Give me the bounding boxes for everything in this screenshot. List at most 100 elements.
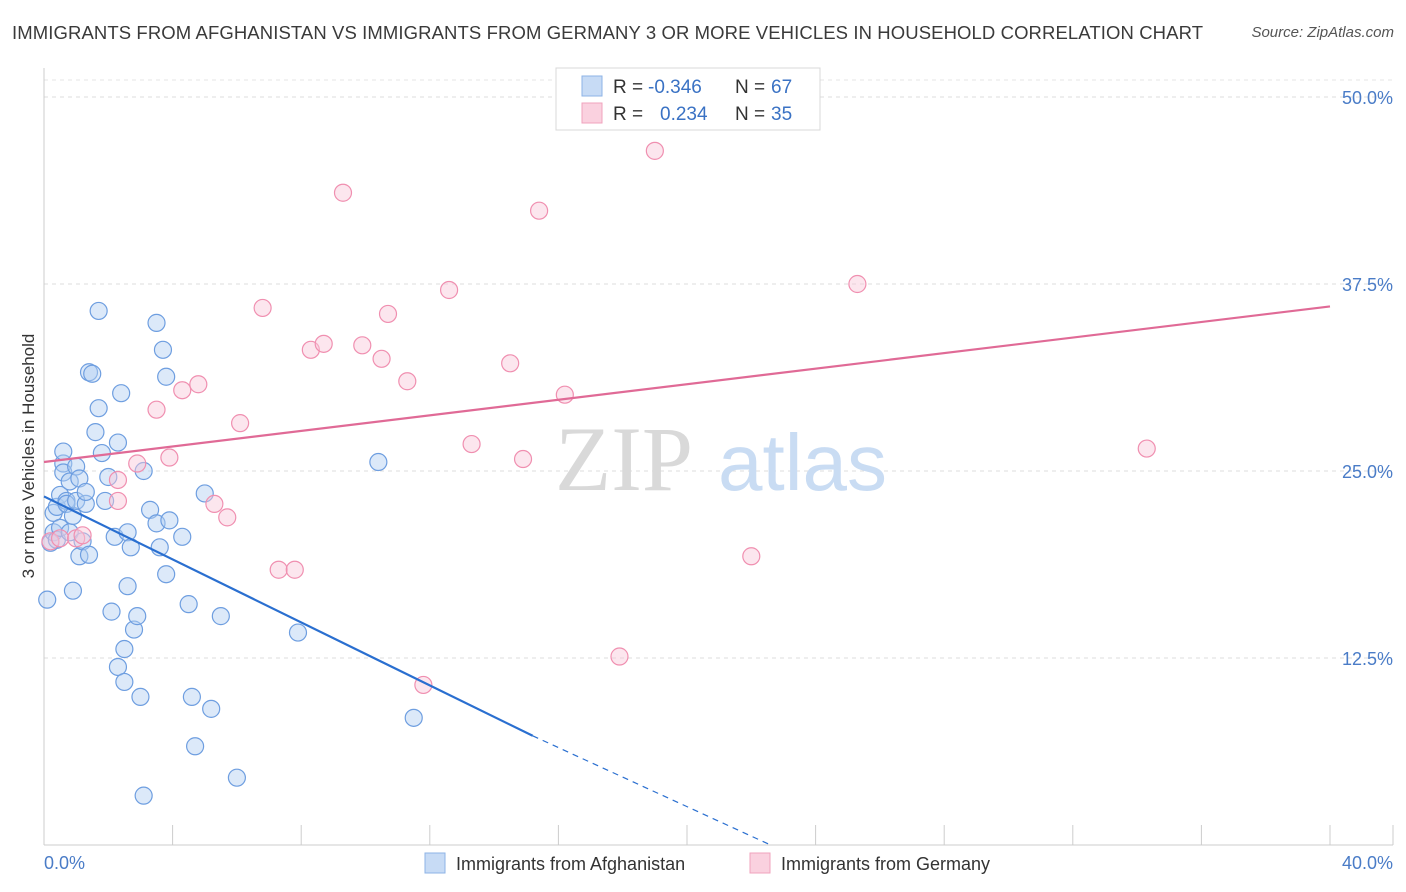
point-afghanistan — [147, 313, 166, 332]
point-afghanistan — [50, 518, 70, 537]
point-afghanistan — [38, 590, 57, 609]
point-afghanistan — [86, 423, 105, 442]
x-tick-label: 40.0% — [1342, 853, 1393, 873]
point-germany — [645, 141, 664, 160]
series-legend-swatch-germany — [749, 852, 771, 874]
point-germany — [314, 334, 333, 353]
point-germany — [378, 304, 398, 324]
point-afghanistan — [89, 399, 108, 418]
point-afghanistan — [227, 768, 246, 787]
point-afghanistan — [89, 301, 108, 321]
point-afghanistan — [79, 545, 99, 564]
correlation-legend: R = -0.346 N = 67 R = 0.234 N = 35 — [555, 67, 821, 131]
point-afghanistan — [92, 443, 111, 463]
point-germany — [173, 381, 192, 400]
legend-r-label-afghanistan: R = — [613, 77, 643, 98]
legend-n-value-afghanistan: 67 — [771, 77, 792, 98]
legend-swatch-germany — [581, 102, 603, 124]
point-germany — [73, 526, 92, 545]
tick-labels: 12.5% 25.0% 37.5% 50.0% 0.0% 40.0% — [44, 88, 1393, 873]
series-legend-label-afghanistan: Immigrants from Afghanistan — [456, 854, 685, 874]
point-germany — [398, 372, 417, 391]
point-germany — [372, 349, 391, 368]
point-afghanistan — [160, 511, 179, 530]
point-afghanistan — [211, 607, 230, 626]
data-points — [38, 141, 1156, 805]
point-germany — [742, 547, 761, 566]
point-afghanistan — [63, 581, 83, 600]
point-germany — [530, 201, 549, 220]
point-afghanistan — [54, 442, 73, 461]
point-germany — [501, 354, 520, 373]
watermark-atlas: atlas — [718, 418, 887, 507]
watermark-zip: ZIP — [555, 408, 693, 510]
point-germany — [218, 508, 237, 527]
point-afghanistan — [179, 595, 198, 614]
y-axis-label: 3 or more Vehicles in Household — [19, 334, 38, 579]
point-afghanistan — [157, 367, 176, 386]
point-afghanistan — [202, 699, 221, 718]
point-afghanistan — [70, 547, 89, 566]
chart-title: IMMIGRANTS FROM AFGHANISTAN VS IMMIGRANT… — [12, 22, 1204, 43]
trendline-afghanistan — [43, 495, 534, 737]
legend-r-label-germany: R = — [613, 104, 643, 125]
point-germany — [189, 375, 208, 394]
point-germany — [513, 449, 533, 469]
series-legend-swatch-afghanistan — [424, 852, 446, 874]
point-afghanistan — [124, 620, 144, 639]
y-tick-label: 50.0% — [1342, 88, 1393, 108]
legend-r-value-germany: 0.234 — [660, 104, 708, 125]
point-germany — [610, 647, 629, 666]
point-germany — [128, 454, 147, 473]
grid-lines — [44, 79, 1393, 659]
point-germany — [205, 494, 224, 514]
point-germany — [462, 434, 481, 454]
point-afghanistan — [108, 657, 128, 677]
point-germany — [848, 274, 867, 294]
point-afghanistan — [108, 433, 128, 452]
point-afghanistan — [83, 364, 102, 383]
point-germany — [108, 491, 128, 511]
trend-lines — [43, 305, 1331, 846]
point-afghanistan — [95, 491, 115, 511]
legend-n-label-afghanistan: N = — [735, 77, 765, 98]
legend-n-value-germany: 35 — [771, 104, 792, 125]
y-tick-label: 37.5% — [1342, 275, 1393, 295]
point-afghanistan — [118, 577, 137, 596]
legend-r-value-afghanistan: -0.346 — [648, 77, 702, 98]
point-germany — [108, 470, 128, 490]
source-credit: Source: ZipAtlas.com — [1251, 24, 1394, 41]
point-germany — [439, 280, 459, 300]
point-afghanistan — [404, 708, 423, 727]
point-afghanistan — [134, 786, 153, 805]
legend-n-label-germany: N = — [735, 104, 765, 125]
legend-swatch-afghanistan — [581, 75, 603, 97]
axes — [43, 68, 1394, 846]
point-germany — [1137, 439, 1156, 458]
x-tick-label: 0.0% — [44, 853, 85, 873]
trendline-germany — [43, 305, 1331, 464]
point-germany — [285, 560, 304, 579]
point-afghanistan — [102, 602, 121, 621]
point-germany — [253, 298, 272, 318]
series-legend-label-germany: Immigrants from Germany — [781, 854, 990, 874]
point-afghanistan — [173, 527, 192, 546]
point-afghanistan — [288, 623, 308, 642]
y-tick-label: 25.0% — [1342, 462, 1393, 482]
point-afghanistan — [153, 340, 173, 359]
point-afghanistan — [128, 607, 147, 626]
point-germany — [147, 400, 166, 419]
point-afghanistan — [182, 687, 201, 706]
point-afghanistan — [112, 384, 131, 403]
point-germany — [231, 414, 250, 433]
point-afghanistan — [115, 672, 134, 692]
trendline-afghanistan-extension — [532, 735, 771, 846]
point-afghanistan — [115, 639, 134, 659]
point-germany — [160, 448, 179, 467]
point-afghanistan — [76, 482, 95, 502]
point-afghanistan — [186, 737, 205, 756]
y-tick-label: 12.5% — [1342, 649, 1393, 669]
point-germany — [333, 183, 353, 202]
point-afghanistan — [134, 461, 153, 481]
